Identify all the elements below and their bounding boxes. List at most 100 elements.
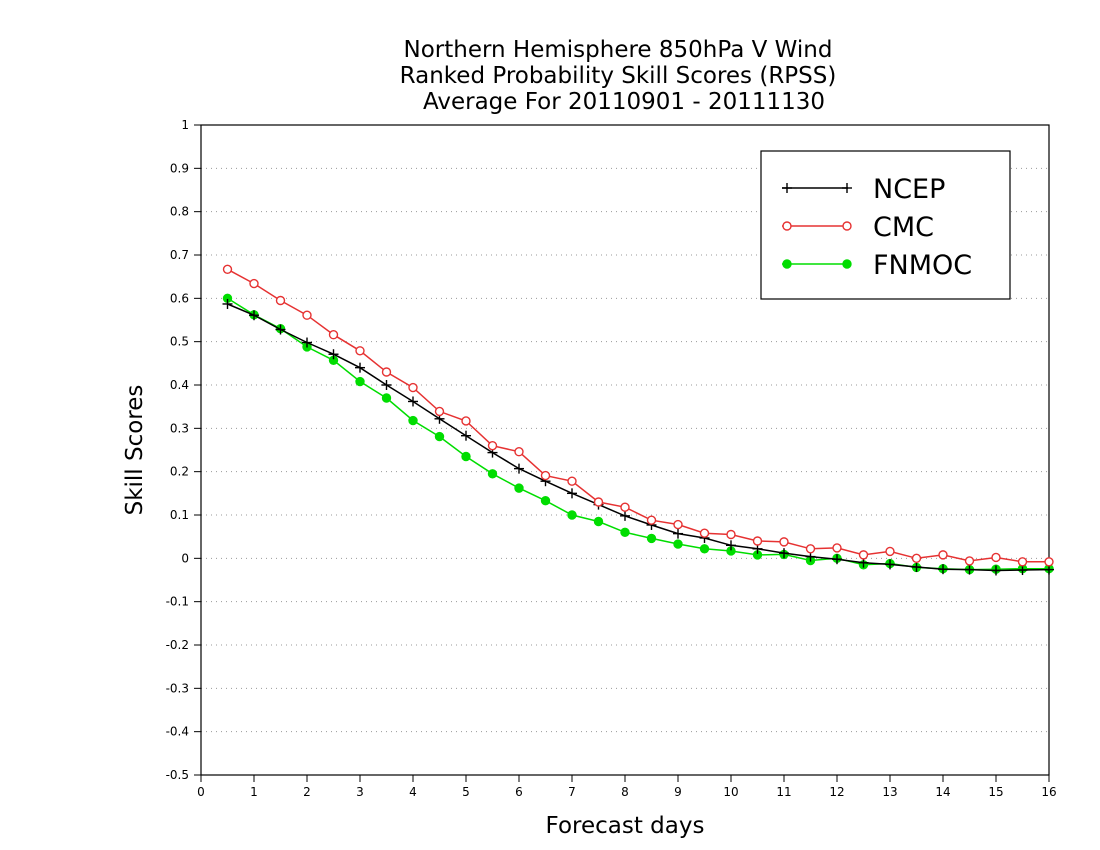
ncep-point [328, 349, 339, 360]
y-tick-label: 0.5 [170, 335, 189, 349]
y-tick-label: -0.2 [166, 638, 189, 652]
fnmoc-point [514, 483, 524, 493]
y-tick-label: 0.3 [170, 421, 189, 435]
y-tick-label: 0.6 [170, 291, 189, 305]
x-tick-label: 11 [776, 785, 791, 799]
x-tick-label: 0 [197, 785, 205, 799]
cmc-line [227, 268, 1049, 563]
y-tick-label: 0.9 [170, 161, 189, 175]
y-tick-label: -0.4 [166, 725, 189, 739]
cmc-point [726, 529, 736, 540]
ncep-point [911, 562, 922, 572]
y-tick-label: -0.5 [166, 768, 189, 782]
legend-label-fnmoc: FNMOC [873, 250, 972, 281]
legend-label-ncep: NCEP [873, 174, 945, 205]
ncep-point [779, 548, 789, 559]
cmc-point [832, 543, 842, 553]
title-line-2: Ranked Probability Skill Scores (RPSS) [400, 63, 837, 89]
legend-item-ncep: NCEP [782, 174, 945, 205]
fnmoc-point [487, 469, 498, 479]
ncep-point [514, 463, 524, 474]
cmc-point [699, 528, 710, 538]
cmc-point [249, 278, 259, 289]
cmc-point [752, 536, 763, 546]
ncep-point [249, 310, 259, 321]
fnmoc-point [593, 516, 604, 527]
cmc-point [275, 295, 286, 306]
cmc-point [461, 416, 471, 426]
y-tick-label: 0.2 [170, 465, 189, 479]
legend-item-fnmoc: FNMOC [782, 250, 972, 281]
cmc-point [302, 310, 312, 320]
ncep-point [461, 430, 471, 441]
x-axis-ticks: 0 1 2 3 4 5 6 7 8 9 10 11 12 13 14 15 16 [197, 775, 1057, 799]
ncep-point [991, 565, 1001, 576]
ncep-point [832, 554, 842, 565]
cmc-point [779, 537, 789, 547]
x-tick-label: 13 [882, 785, 897, 799]
x-tick-label: 7 [568, 785, 576, 799]
cmc-point [355, 346, 365, 356]
ncep-point [964, 564, 975, 575]
x-axis-title: Forecast days [546, 813, 705, 839]
legend-marker-ncep [842, 183, 852, 193]
fnmoc-point [408, 415, 418, 426]
cmc-point [620, 502, 630, 512]
fnmoc-line [227, 297, 1049, 571]
ncep-point [355, 362, 365, 373]
cmc-point [1044, 557, 1054, 567]
fnmoc-point [540, 496, 551, 506]
title-line-3: Average For 20110901 - 20111130 [423, 89, 825, 115]
cmc-point [434, 406, 445, 417]
y-tick-label: 0 [181, 551, 189, 565]
x-tick-label: 3 [356, 785, 364, 799]
x-tick-label: 9 [674, 785, 682, 799]
fnmoc-point [381, 393, 392, 403]
cmc-point [487, 440, 498, 451]
fnmoc-point [673, 539, 683, 549]
y-tick-label: 0.4 [170, 378, 189, 392]
x-tick-label: 2 [303, 785, 311, 799]
series-ncep [222, 298, 1054, 576]
cmc-point [911, 553, 922, 564]
x-tick-label: 10 [723, 785, 738, 799]
legend-label-cmc: CMC [873, 212, 934, 243]
fnmoc-point [355, 376, 365, 387]
fnmoc-point [434, 431, 445, 442]
y-tick-label: 0.7 [170, 248, 189, 262]
ncep-point [408, 396, 418, 407]
y-tick-label: 1 [181, 118, 189, 132]
legend-item-cmc: CMC [782, 212, 934, 243]
ncep-point [620, 510, 630, 521]
x-tick-label: 8 [621, 785, 629, 799]
chart-title: Northern Hemisphere 850hPa V Wind Ranked… [400, 37, 837, 115]
ncep-point [938, 564, 948, 575]
y-axis-ticks: 1 0.9 0.8 0.7 0.6 0.5 0.4 0.3 0.2 0.1 0 -0.1 -0.2 -0.… [166, 118, 201, 782]
ncep-point [302, 337, 312, 348]
cmc-point [991, 552, 1001, 563]
x-tick-label: 15 [988, 785, 1003, 799]
cmc-point [408, 382, 418, 393]
cmc-point [938, 550, 948, 560]
cmc-point [805, 544, 816, 554]
ncep-point [275, 324, 286, 335]
x-tick-label: 16 [1041, 785, 1056, 799]
cmc-point [673, 519, 683, 530]
title-line-1: Northern Hemisphere 850hPa V Wind [404, 37, 833, 63]
fnmoc-point [699, 544, 710, 554]
cmc-point [328, 330, 339, 340]
y-tick-label: -0.3 [166, 681, 189, 695]
y-tick-label: 0.8 [170, 205, 189, 219]
y-axis-title: Skill Scores [122, 385, 148, 516]
cmc-point [1017, 557, 1028, 567]
legend-marker-cmc [782, 221, 792, 231]
ncep-point [222, 298, 233, 309]
ncep-point [1017, 565, 1028, 576]
cmc-point [514, 447, 524, 457]
y-tick-label: -0.1 [166, 595, 189, 609]
x-tick-label: 1 [250, 785, 258, 799]
ncep-point [567, 488, 577, 499]
cmc-point [222, 264, 233, 274]
x-tick-label: 12 [829, 785, 844, 799]
